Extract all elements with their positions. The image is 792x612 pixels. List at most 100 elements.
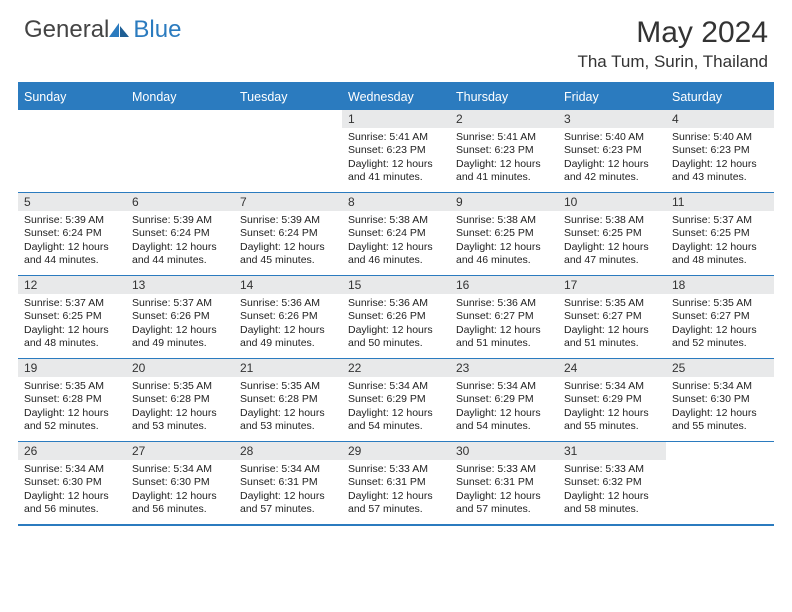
day-day1: Daylight: 12 hours	[564, 241, 660, 254]
day-cell: 9Sunrise: 5:38 AMSunset: 6:25 PMDaylight…	[450, 193, 558, 275]
day-sunrise: Sunrise: 5:35 AM	[240, 380, 336, 393]
day-day1: Daylight: 12 hours	[132, 407, 228, 420]
day-header: Saturday	[666, 84, 774, 110]
month-title: May 2024	[577, 16, 768, 50]
day-cell: 16Sunrise: 5:36 AMSunset: 6:27 PMDayligh…	[450, 276, 558, 358]
day-number: 23	[450, 359, 558, 377]
day-number: 10	[558, 193, 666, 211]
day-cell: 10Sunrise: 5:38 AMSunset: 6:25 PMDayligh…	[558, 193, 666, 275]
day-day1: Daylight: 12 hours	[456, 490, 552, 503]
day-header: Sunday	[18, 84, 126, 110]
day-day2: and 52 minutes.	[672, 337, 768, 350]
day-day2: and 57 minutes.	[348, 503, 444, 516]
day-header: Wednesday	[342, 84, 450, 110]
day-day1: Daylight: 12 hours	[240, 407, 336, 420]
day-cell: 18Sunrise: 5:35 AMSunset: 6:27 PMDayligh…	[666, 276, 774, 358]
day-sunrise: Sunrise: 5:37 AM	[132, 297, 228, 310]
day-number: 25	[666, 359, 774, 377]
day-cell: 7Sunrise: 5:39 AMSunset: 6:24 PMDaylight…	[234, 193, 342, 275]
day-sunset: Sunset: 6:25 PM	[564, 227, 660, 240]
day-header: Monday	[126, 84, 234, 110]
day-body: Sunrise: 5:39 AMSunset: 6:24 PMDaylight:…	[126, 211, 234, 272]
day-number: 24	[558, 359, 666, 377]
day-sunrise: Sunrise: 5:34 AM	[240, 463, 336, 476]
day-body: Sunrise: 5:34 AMSunset: 6:30 PMDaylight:…	[18, 460, 126, 521]
day-sunrise: Sunrise: 5:34 AM	[672, 380, 768, 393]
day-number: 3	[558, 110, 666, 128]
day-day2: and 51 minutes.	[456, 337, 552, 350]
day-day2: and 56 minutes.	[132, 503, 228, 516]
day-number: 14	[234, 276, 342, 294]
day-body: Sunrise: 5:41 AMSunset: 6:23 PMDaylight:…	[450, 128, 558, 189]
day-body: Sunrise: 5:36 AMSunset: 6:26 PMDaylight:…	[234, 294, 342, 355]
brand-blue: Blue	[133, 16, 181, 44]
day-day1: Daylight: 12 hours	[24, 324, 120, 337]
day-sunset: Sunset: 6:28 PM	[24, 393, 120, 406]
day-day2: and 52 minutes.	[24, 420, 120, 433]
day-cell: 4Sunrise: 5:40 AMSunset: 6:23 PMDaylight…	[666, 110, 774, 192]
day-day1: Daylight: 12 hours	[456, 241, 552, 254]
day-body: Sunrise: 5:35 AMSunset: 6:28 PMDaylight:…	[18, 377, 126, 438]
day-sunset: Sunset: 6:24 PM	[240, 227, 336, 240]
day-day1: Daylight: 12 hours	[564, 158, 660, 171]
day-day2: and 55 minutes.	[564, 420, 660, 433]
day-body: Sunrise: 5:34 AMSunset: 6:29 PMDaylight:…	[450, 377, 558, 438]
day-cell: 3Sunrise: 5:40 AMSunset: 6:23 PMDaylight…	[558, 110, 666, 192]
day-day2: and 47 minutes.	[564, 254, 660, 267]
day-sunrise: Sunrise: 5:35 AM	[132, 380, 228, 393]
day-number	[126, 110, 234, 128]
day-number	[234, 110, 342, 128]
day-body: Sunrise: 5:34 AMSunset: 6:29 PMDaylight:…	[558, 377, 666, 438]
day-number: 17	[558, 276, 666, 294]
day-cell: 21Sunrise: 5:35 AMSunset: 6:28 PMDayligh…	[234, 359, 342, 441]
day-sunset: Sunset: 6:25 PM	[672, 227, 768, 240]
day-day2: and 48 minutes.	[672, 254, 768, 267]
day-day2: and 51 minutes.	[564, 337, 660, 350]
day-number	[18, 110, 126, 128]
day-sunset: Sunset: 6:24 PM	[24, 227, 120, 240]
day-sunset: Sunset: 6:23 PM	[564, 144, 660, 157]
calendar: Sunday Monday Tuesday Wednesday Thursday…	[18, 82, 774, 526]
day-day2: and 54 minutes.	[348, 420, 444, 433]
day-sunset: Sunset: 6:31 PM	[240, 476, 336, 489]
day-day1: Daylight: 12 hours	[564, 324, 660, 337]
day-body: Sunrise: 5:38 AMSunset: 6:25 PMDaylight:…	[558, 211, 666, 272]
day-sunrise: Sunrise: 5:41 AM	[456, 131, 552, 144]
day-day2: and 55 minutes.	[672, 420, 768, 433]
day-day1: Daylight: 12 hours	[564, 407, 660, 420]
day-day2: and 45 minutes.	[240, 254, 336, 267]
day-sunset: Sunset: 6:32 PM	[564, 476, 660, 489]
day-cell: 29Sunrise: 5:33 AMSunset: 6:31 PMDayligh…	[342, 442, 450, 524]
day-body: Sunrise: 5:36 AMSunset: 6:26 PMDaylight:…	[342, 294, 450, 355]
day-cell	[18, 110, 126, 192]
day-cell	[126, 110, 234, 192]
day-sunrise: Sunrise: 5:34 AM	[24, 463, 120, 476]
day-number: 30	[450, 442, 558, 460]
day-body: Sunrise: 5:34 AMSunset: 6:30 PMDaylight:…	[126, 460, 234, 521]
day-sunrise: Sunrise: 5:40 AM	[672, 131, 768, 144]
day-number: 5	[18, 193, 126, 211]
day-day1: Daylight: 12 hours	[672, 158, 768, 171]
day-cell: 17Sunrise: 5:35 AMSunset: 6:27 PMDayligh…	[558, 276, 666, 358]
day-sunrise: Sunrise: 5:36 AM	[456, 297, 552, 310]
day-number: 12	[18, 276, 126, 294]
day-cell: 15Sunrise: 5:36 AMSunset: 6:26 PMDayligh…	[342, 276, 450, 358]
day-day1: Daylight: 12 hours	[24, 407, 120, 420]
day-body: Sunrise: 5:35 AMSunset: 6:28 PMDaylight:…	[126, 377, 234, 438]
day-number: 18	[666, 276, 774, 294]
day-number	[666, 442, 774, 460]
day-number: 9	[450, 193, 558, 211]
day-number: 1	[342, 110, 450, 128]
day-body: Sunrise: 5:39 AMSunset: 6:24 PMDaylight:…	[234, 211, 342, 272]
day-cell	[666, 442, 774, 524]
day-header: Tuesday	[234, 84, 342, 110]
day-number: 4	[666, 110, 774, 128]
day-day1: Daylight: 12 hours	[456, 407, 552, 420]
day-day2: and 54 minutes.	[456, 420, 552, 433]
day-day1: Daylight: 12 hours	[456, 324, 552, 337]
day-body: Sunrise: 5:41 AMSunset: 6:23 PMDaylight:…	[342, 128, 450, 189]
day-body: Sunrise: 5:36 AMSunset: 6:27 PMDaylight:…	[450, 294, 558, 355]
day-day1: Daylight: 12 hours	[24, 490, 120, 503]
day-sunset: Sunset: 6:28 PM	[240, 393, 336, 406]
day-cell: 14Sunrise: 5:36 AMSunset: 6:26 PMDayligh…	[234, 276, 342, 358]
